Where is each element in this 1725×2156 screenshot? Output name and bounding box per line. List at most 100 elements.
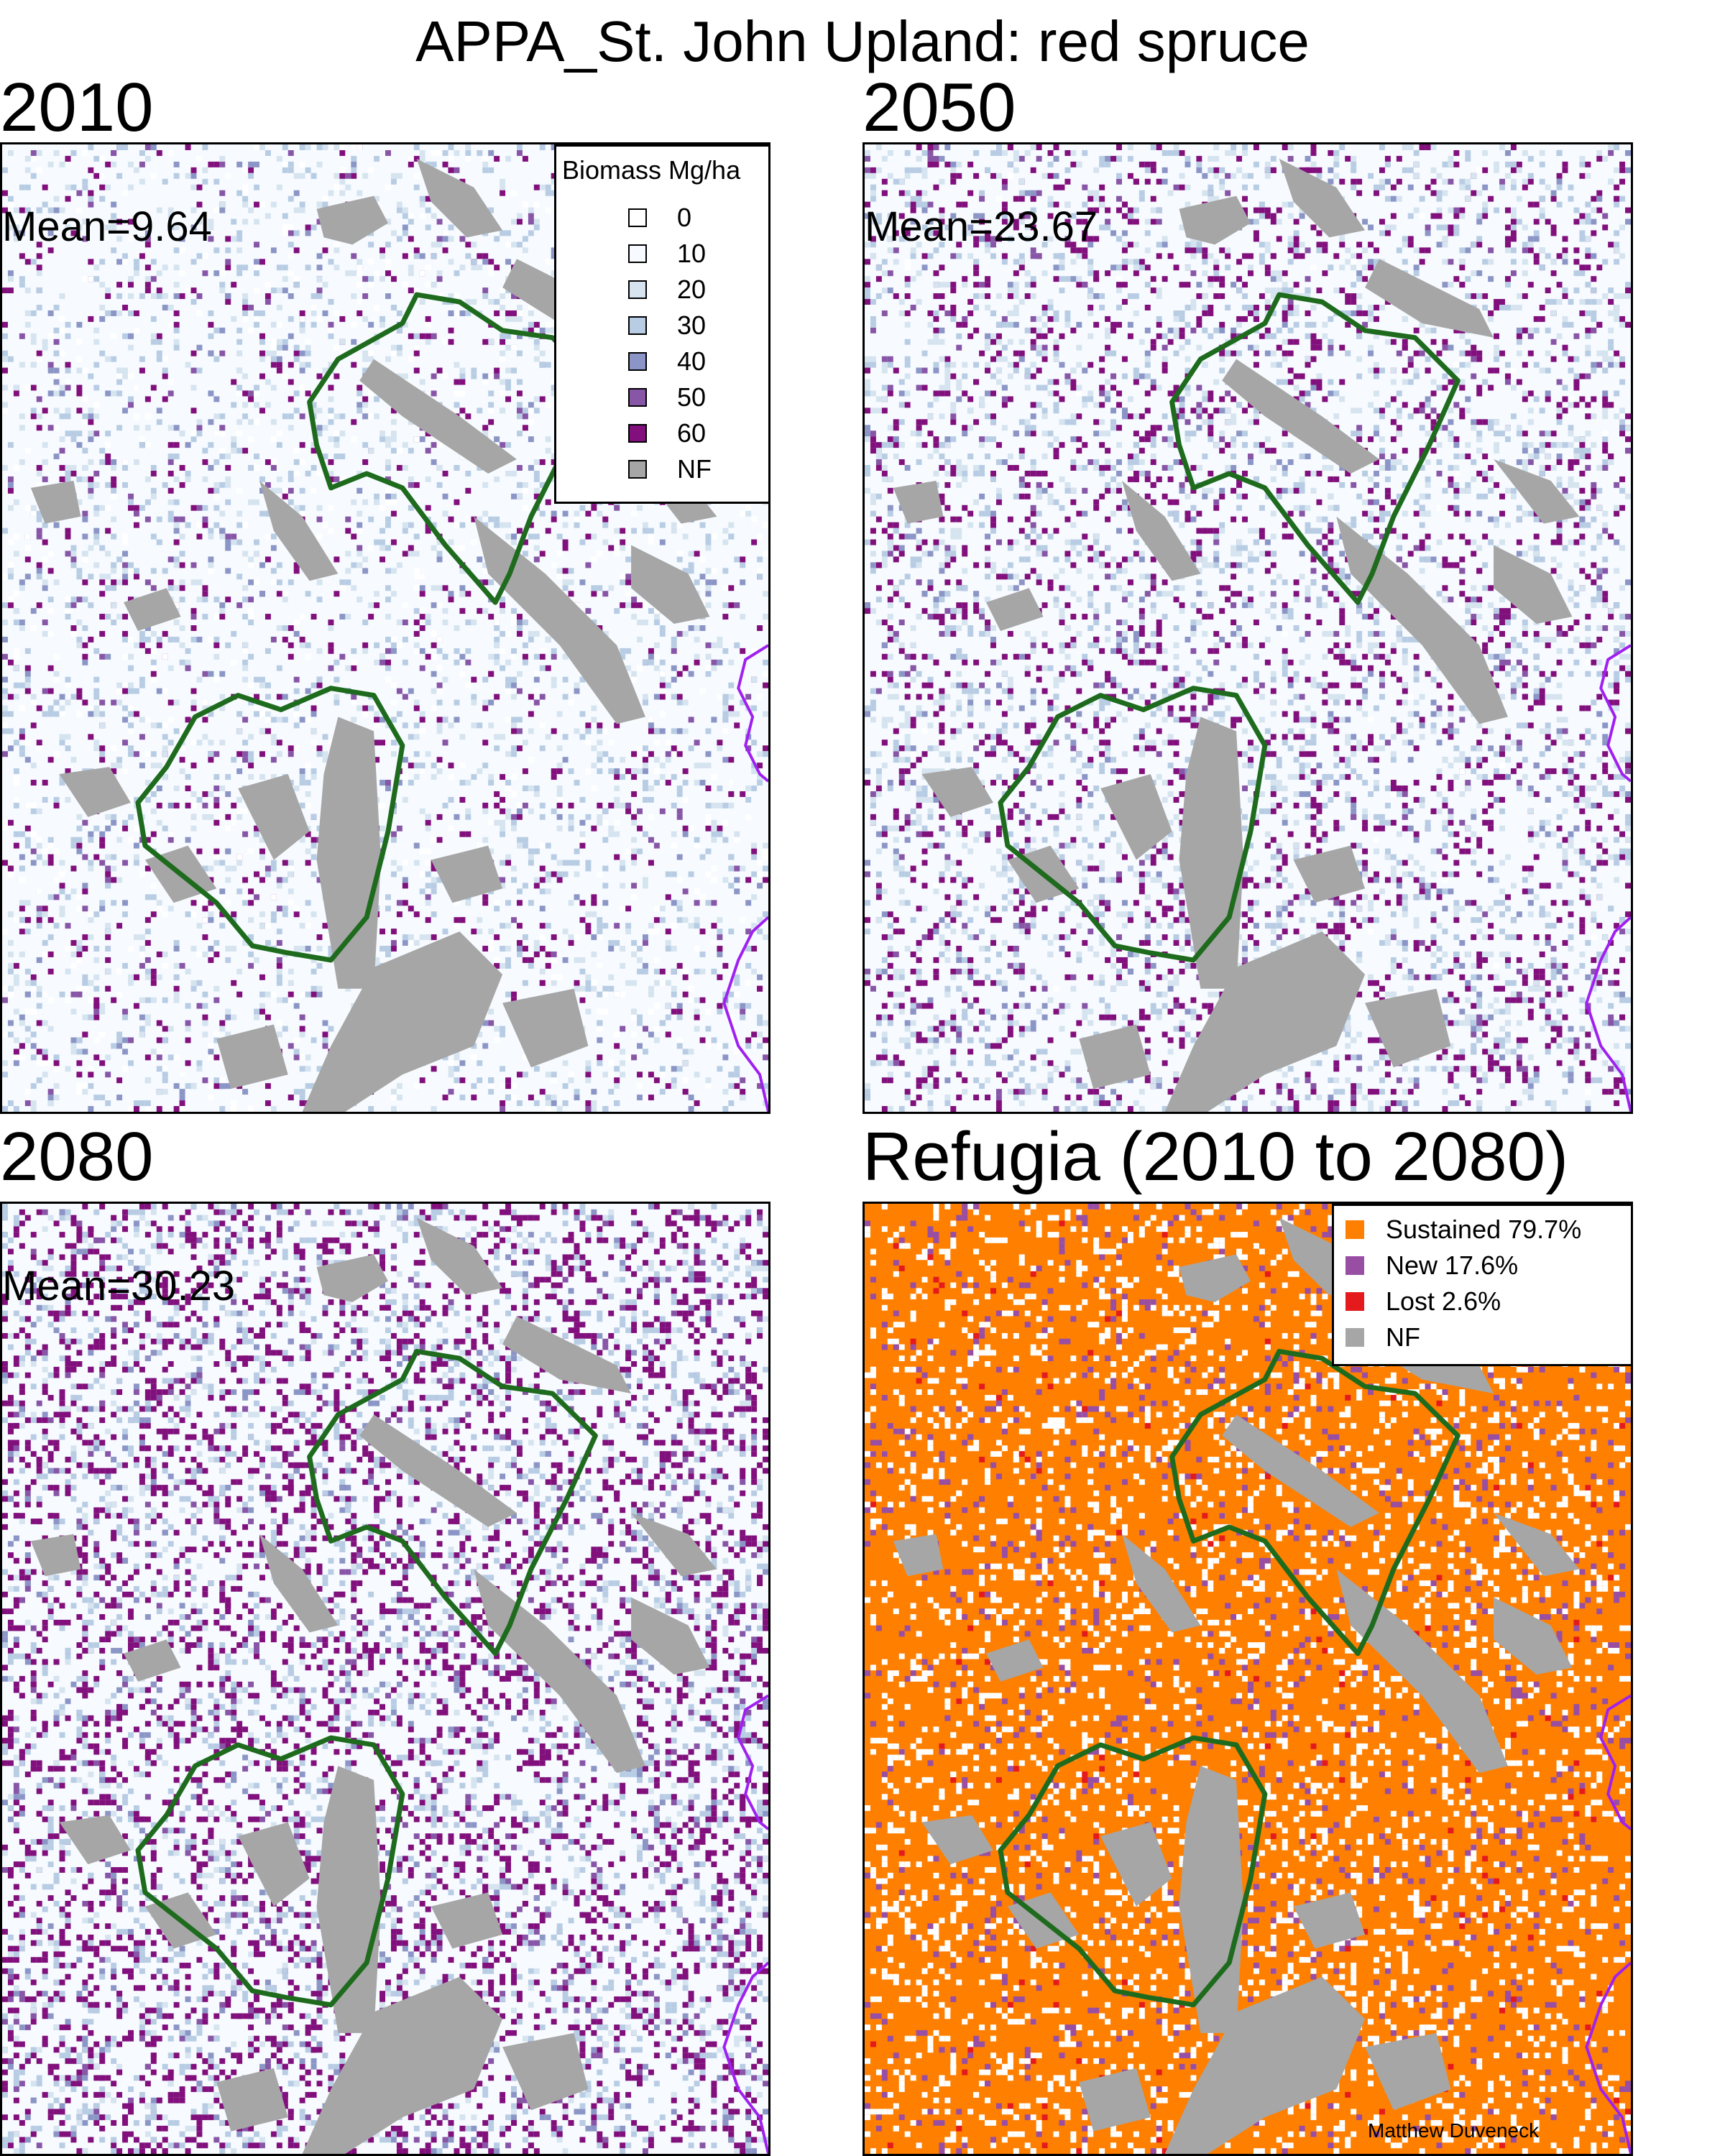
panel-title-refugia: Refugia (2010 to 2080)	[862, 1121, 1568, 1193]
mean-value-2080: Mean=30.23	[2, 1261, 235, 1312]
study-area-boundary-south	[135, 686, 405, 963]
map-panel-2010: Mean=9.64 Biomass Mg/ha 0 10 20 30 40 50…	[0, 142, 770, 1114]
legend-item: NF	[556, 451, 768, 487]
non-forest-polygon	[1121, 480, 1201, 581]
non-forest-polygon	[216, 2068, 288, 2132]
map-panel-2050: Mean=23.67	[862, 142, 1633, 1114]
panel-title-2050: 2050	[862, 72, 1016, 144]
legend-label: 50	[677, 379, 706, 415]
study-area-boundary-south	[998, 1735, 1268, 2008]
non-forest-polygon	[1100, 1822, 1172, 1907]
study-area-boundary-south	[998, 686, 1268, 963]
non-forest-polygon	[1164, 931, 1366, 1112]
legend-label: 40	[677, 344, 706, 379]
non-forest-polygon	[1079, 2068, 1151, 2132]
legend-label: Lost 2.6%	[1386, 1284, 1501, 1319]
non-forest-polygon	[1336, 1569, 1508, 1774]
legend-item: 50	[556, 379, 768, 415]
non-forest-polygon	[59, 767, 131, 817]
study-area-boundary-north	[307, 292, 598, 605]
non-forest-polygon	[238, 1822, 310, 1907]
legend-label: 30	[677, 308, 706, 344]
non-forest-polygon	[59, 1815, 131, 1865]
legend-item: Sustained 79.7%	[1334, 1212, 1631, 1248]
legend-item: 60	[556, 415, 768, 451]
legend-swatch	[628, 280, 647, 299]
non-forest-polygon	[1293, 1892, 1366, 1949]
non-forest-polygon	[316, 1254, 388, 1302]
non-forest-polygon	[316, 195, 388, 245]
non-forest-areas	[30, 1217, 717, 2154]
state-boundary-line	[722, 644, 768, 1112]
non-forest-polygon	[1164, 1976, 1366, 2154]
panel-title-2010: 2010	[0, 72, 154, 144]
study-area-boundary-north	[307, 1348, 598, 1657]
study-area-boundary-north	[1169, 1348, 1460, 1657]
study-area-boundary-north	[1169, 292, 1460, 605]
legend-item: 0	[556, 200, 768, 236]
state-boundary-line	[722, 1694, 768, 2154]
legend-swatch	[628, 424, 647, 443]
legend-swatch	[628, 388, 647, 407]
non-forest-polygon	[921, 767, 993, 817]
biomass-map-2080	[2, 1204, 768, 2154]
non-forest-polygon	[1494, 459, 1580, 524]
legend-label: 0	[677, 200, 691, 236]
state-boundary-line	[1585, 644, 1631, 1112]
legend-swatch	[628, 460, 647, 479]
non-forest-polygon	[631, 1513, 717, 1577]
non-forest-polygon	[502, 2032, 589, 2111]
non-forest-polygon	[1336, 516, 1508, 724]
non-forest-polygon	[631, 1597, 710, 1675]
legend-swatch	[1346, 1220, 1364, 1239]
mean-value-2010: Mean=9.64	[2, 202, 212, 252]
legend-label: New 17.6%	[1386, 1248, 1518, 1284]
non-forest-polygon	[30, 480, 81, 524]
non-forest-polygon	[986, 588, 1044, 631]
non-forest-polygon	[359, 1414, 517, 1527]
legend-label: NF	[1386, 1319, 1420, 1355]
mean-value-2050: Mean=23.67	[865, 202, 1098, 252]
legend-swatch	[1346, 1256, 1364, 1275]
non-forest-polygon	[259, 480, 339, 581]
non-forest-polygon	[216, 1024, 288, 1089]
legend-swatch	[628, 244, 647, 263]
figure-title: APPA_St. John Upland: red spruce	[0, 6, 1725, 78]
non-forest-polygon	[1365, 259, 1494, 338]
non-forest-polygon	[124, 1639, 181, 1682]
non-forest-polygon	[124, 588, 181, 631]
study-area-boundary-south	[135, 1735, 405, 2008]
non-forest-polygon	[1293, 845, 1366, 903]
legend-label: 20	[677, 272, 706, 308]
map-panel-refugia: Sustained 79.7% New 17.6% Lost 2.6% NF M…	[862, 1202, 1633, 2156]
legend-label: 60	[677, 415, 706, 451]
non-forest-polygon	[1494, 1597, 1573, 1675]
legend-item: 40	[556, 344, 768, 379]
non-forest-polygon	[893, 1534, 944, 1577]
non-forest-polygon	[1079, 1024, 1151, 1089]
legend-swatch	[628, 208, 647, 227]
non-forest-polygon	[474, 516, 645, 724]
non-forest-polygon	[416, 1217, 503, 1296]
map-panel-2080: Mean=30.23	[0, 1202, 770, 2156]
non-forest-polygon	[986, 1639, 1044, 1682]
biomass-map-2050	[865, 144, 1631, 1112]
non-forest-polygon	[1121, 1534, 1201, 1633]
non-forest-polygon	[893, 480, 944, 524]
non-forest-polygon	[1222, 1414, 1379, 1527]
legend-label: NF	[677, 451, 712, 487]
non-forest-polygon	[416, 158, 503, 238]
non-forest-polygon	[1365, 988, 1451, 1068]
biomass-legend: Biomass Mg/ha 0 10 20 30 40 50 60 NF	[554, 144, 768, 504]
non-forest-areas	[893, 158, 1580, 1112]
non-forest-polygon	[502, 1316, 632, 1394]
non-forest-polygon	[431, 845, 503, 903]
legend-item: 10	[556, 236, 768, 272]
non-forest-polygon	[1179, 195, 1251, 245]
non-forest-polygon	[238, 774, 310, 860]
non-forest-polygon	[302, 1976, 503, 2154]
non-forest-polygon	[631, 545, 710, 625]
non-forest-polygon	[359, 359, 517, 474]
non-forest-polygon	[259, 1534, 339, 1633]
legend-swatch	[1346, 1292, 1364, 1311]
